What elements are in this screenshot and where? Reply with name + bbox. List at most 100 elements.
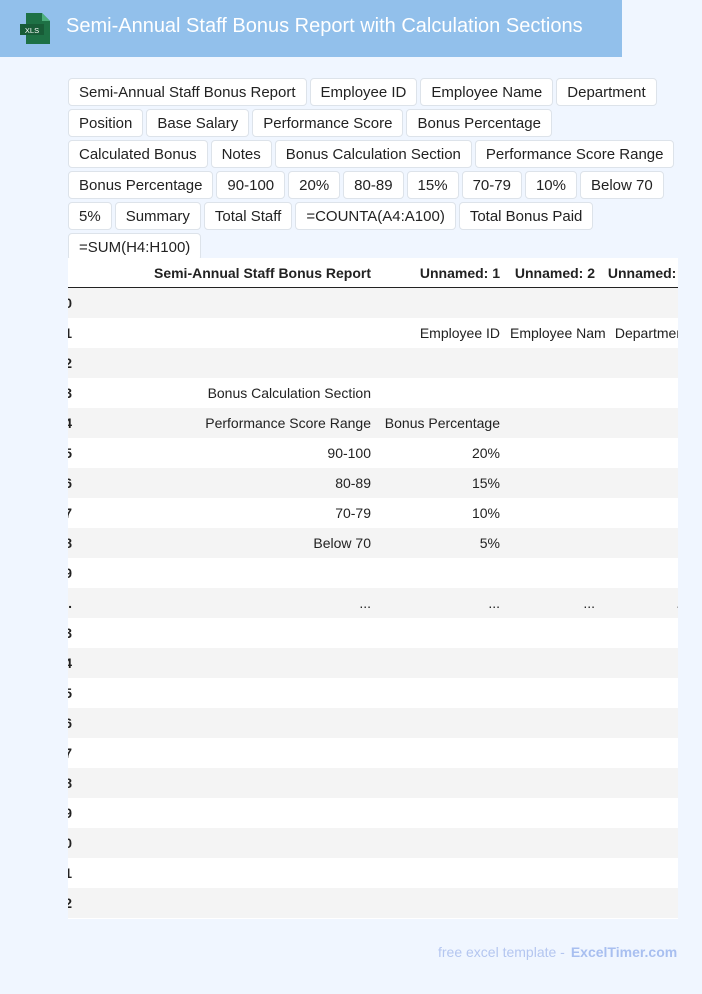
tag-chip[interactable]: 5%	[68, 202, 112, 230]
table-row: 1	[68, 858, 678, 888]
table-cell: 10%	[471, 505, 500, 521]
table-cell: 5%	[479, 535, 500, 551]
tag-chip[interactable]: Summary	[114, 202, 201, 230]
title-bar: XLS Semi-Annual Staff Bonus Report with …	[0, 0, 622, 57]
table-cell: ...	[359, 595, 371, 611]
table-row: 4	[68, 648, 678, 678]
table-row: 5 90-100 20%	[68, 438, 678, 468]
tag-chip[interactable]: 70-79	[461, 171, 522, 199]
data-table[interactable]: Semi-Annual Staff Bonus Report Unnamed: 1…	[68, 258, 678, 919]
tag-chip[interactable]: 90-100	[216, 171, 286, 199]
table-cell: 20%	[471, 445, 500, 461]
table-row: 0	[68, 288, 678, 318]
table-row: 6	[68, 708, 678, 738]
tag-chip[interactable]: Employee Name	[420, 78, 554, 106]
table-row: 6 80-89 15%	[68, 468, 678, 498]
row-index: 5	[68, 685, 72, 701]
row-index: 1	[68, 325, 72, 341]
tag-chip[interactable]: Calculated Bonus	[68, 140, 208, 168]
table-row: 8	[68, 768, 678, 798]
column-tags: Semi-Annual Staff Bonus Report Employee I…	[68, 78, 688, 261]
row-index: 3	[68, 385, 72, 401]
tag-chip[interactable]: 10%	[524, 171, 577, 199]
table-cell: Bonus Percentage	[384, 415, 500, 431]
row-index: 8	[68, 535, 72, 551]
tag-chip[interactable]: =COUNTA(A4:A100)	[295, 202, 456, 230]
row-index: .	[68, 595, 72, 611]
table-cell: Employee ID	[419, 325, 500, 341]
table-cell: ...	[605, 595, 678, 611]
table-row: 9	[68, 798, 678, 828]
page-title: Semi-Annual Staff Bonus Report with Calc…	[66, 15, 583, 37]
tag-chip[interactable]: Base Salary	[146, 109, 250, 137]
table-cell: Performance Score Range	[205, 415, 371, 431]
table-cell: 70-79	[335, 505, 371, 521]
table-cell: Employee Name	[510, 325, 605, 341]
footer: free excel template - ExcelTimer.com	[438, 944, 677, 960]
row-index: 2	[68, 895, 72, 911]
row-index: 0	[68, 295, 72, 311]
tag-chip[interactable]: Notes	[210, 140, 272, 168]
row-index: 6	[68, 475, 72, 491]
table-cell: Below 70	[313, 535, 371, 551]
row-index: 5	[68, 445, 72, 461]
row-index: 9	[68, 805, 72, 821]
table-cell: Department	[614, 325, 678, 341]
tag-chip[interactable]: Total Staff	[203, 202, 293, 230]
table-row: 8 Below 70 5%	[68, 528, 678, 558]
table-row: .............	[68, 588, 678, 618]
tag-chip[interactable]: Bonus Percentage	[406, 109, 552, 137]
tag-chip[interactable]: 80-89	[343, 171, 404, 199]
table-cell: Bonus Calculation Section	[207, 385, 371, 401]
table-row: 3 Bonus Calculation Section	[68, 378, 678, 408]
table-cell: 15%	[471, 475, 500, 491]
row-index: 2	[68, 355, 72, 371]
tag-chip[interactable]: Performance Score Range	[474, 140, 675, 168]
table-row: 4 Performance Score Range Bonus Percentage	[68, 408, 678, 438]
column-header[interactable]: Unnamed: 3	[607, 264, 678, 281]
table-row: 0	[68, 828, 678, 858]
table-row: 3	[68, 618, 678, 648]
table-row: 7 70-79 10%	[68, 498, 678, 528]
tag-chip[interactable]: Below 70	[579, 171, 664, 199]
column-header[interactable]: Semi-Annual Staff Bonus Report	[153, 264, 371, 281]
tag-chip[interactable]: Bonus Calculation Section	[274, 140, 472, 168]
row-index: 1	[68, 865, 72, 881]
row-index: 7	[68, 505, 72, 521]
row-index: 7	[68, 745, 72, 761]
tag-chip[interactable]: Performance Score	[252, 109, 404, 137]
footer-text: free excel template -	[438, 944, 565, 960]
row-index: 9	[68, 565, 72, 581]
footer-brand-link[interactable]: ExcelTimer.com	[570, 944, 678, 960]
tag-chip[interactable]: Semi-Annual Staff Bonus Report	[68, 78, 307, 106]
xls-file-icon: XLS	[20, 13, 50, 44]
row-index: 8	[68, 775, 72, 791]
table-row: 2	[68, 348, 678, 378]
row-index: 0	[68, 835, 72, 851]
row-index: 3	[68, 625, 72, 641]
table-cell: 90-100	[327, 445, 371, 461]
tag-chip[interactable]: =SUM(H4:H100)	[68, 233, 202, 261]
tag-chip[interactable]: Employee ID	[309, 78, 418, 106]
table-cell: 80-89	[335, 475, 371, 491]
tag-chip[interactable]: 15%	[406, 171, 459, 199]
table-row: 7	[68, 738, 678, 768]
row-index: 4	[68, 415, 72, 431]
table-row: 2	[68, 888, 678, 918]
table-row: 5	[68, 678, 678, 708]
table-header-row: Semi-Annual Staff Bonus Report Unnamed: 1…	[68, 258, 678, 288]
column-header[interactable]: Unnamed: 1	[419, 264, 500, 281]
tag-chip[interactable]: 20%	[288, 171, 341, 199]
column-header[interactable]: Unnamed: 2	[514, 264, 595, 281]
tag-chip[interactable]: Position	[68, 109, 144, 137]
tag-chip[interactable]: Department	[556, 78, 657, 106]
svg-text:XLS: XLS	[25, 26, 39, 35]
tag-chip[interactable]: Bonus Percentage	[68, 171, 214, 199]
table-row: 9	[68, 558, 678, 588]
row-index: 4	[68, 655, 72, 671]
table-cell: ...	[488, 595, 500, 611]
tag-chip[interactable]: Total Bonus Paid	[458, 202, 594, 230]
table-cell: ...	[583, 595, 595, 611]
row-index: 6	[68, 715, 72, 731]
